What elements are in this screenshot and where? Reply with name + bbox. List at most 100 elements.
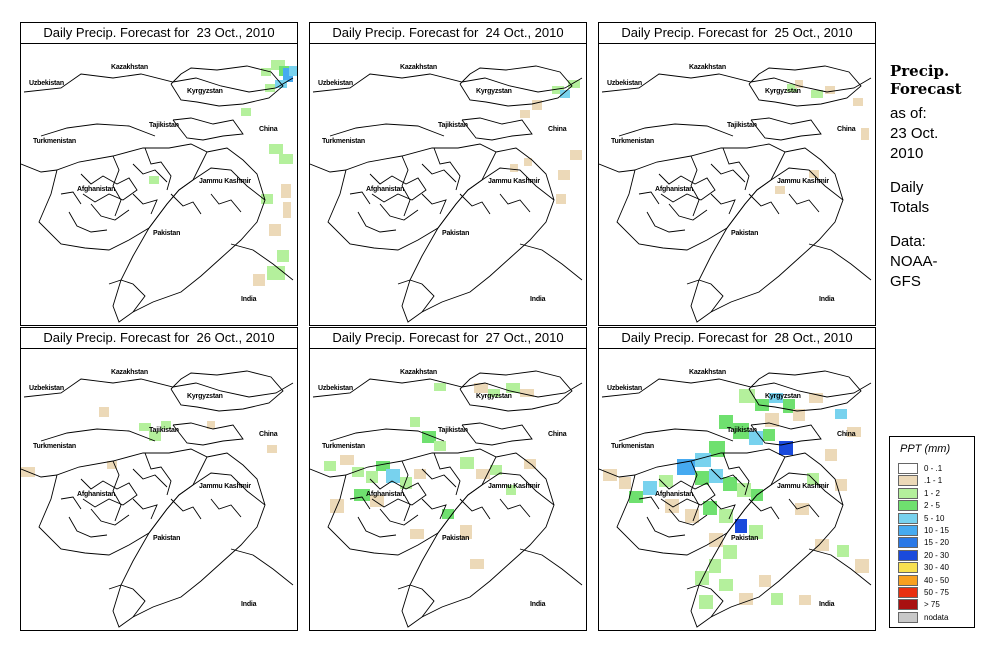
border-line <box>409 584 435 618</box>
map-label-uzbekistan: Uzbekistan <box>29 80 64 87</box>
border-line <box>495 452 555 506</box>
map-label-india: India <box>530 296 546 303</box>
border-line <box>172 422 244 446</box>
legend-label: 0 - .1 <box>924 464 943 473</box>
precip-cell <box>289 66 297 76</box>
map-label-china: China <box>548 126 567 133</box>
data-line1: Data: <box>890 233 926 250</box>
precip-cell <box>506 485 516 495</box>
map-label-tajikistan: Tajikistan <box>727 122 757 129</box>
border-line <box>170 193 202 215</box>
precip-cell <box>265 84 275 92</box>
border-line <box>401 460 411 522</box>
legend-swatch <box>898 574 918 586</box>
map-label-india: India <box>819 296 835 303</box>
precip-cell <box>376 461 390 471</box>
precip-cell <box>825 86 835 94</box>
border-line <box>668 508 708 526</box>
border-line <box>170 498 202 520</box>
border-line <box>112 155 122 217</box>
map-label-kyrgyzstan: Kyrgyzstan <box>765 393 801 400</box>
precip-cell <box>532 100 542 110</box>
border-line <box>327 448 497 556</box>
border-line <box>638 191 660 205</box>
border-line <box>40 428 156 442</box>
border-line <box>20 163 58 173</box>
border-line <box>349 191 371 205</box>
precip-cell <box>400 477 412 489</box>
border-line <box>309 163 347 173</box>
border-line <box>20 468 58 478</box>
border-line <box>38 143 208 251</box>
precip-map <box>598 370 872 628</box>
precip-cell <box>149 431 161 441</box>
border-line <box>638 496 660 510</box>
border-line <box>748 65 862 107</box>
precip-map <box>309 65 583 323</box>
boundaries <box>598 370 872 628</box>
forecast-panel-5: Daily Precip. Forecast for 27 Oct., 2010… <box>309 327 587 631</box>
border-line <box>788 193 820 213</box>
legend-label: 30 - 40 <box>924 563 949 573</box>
border-line <box>668 203 708 221</box>
precip-cell <box>815 539 829 551</box>
precip-cell <box>442 509 454 519</box>
precip-map <box>309 370 583 628</box>
map-label-turkmenistan: Turkmenistan <box>611 443 654 450</box>
legend-swatch <box>898 611 918 623</box>
border-line <box>23 73 294 93</box>
map-label-tajikistan: Tajikistan <box>149 122 179 129</box>
map-label-tajikistan: Tajikistan <box>149 427 179 434</box>
precip-cell <box>556 194 566 204</box>
precip-cell <box>619 477 631 489</box>
forecast-panel-1: Daily Precip. Forecast for 23 Oct., 2010… <box>20 22 298 326</box>
precip-cell <box>723 477 737 491</box>
border-line <box>658 478 716 508</box>
precip-cell <box>771 593 783 605</box>
border-line <box>132 498 158 520</box>
precip-cell <box>749 431 763 445</box>
boundaries <box>20 65 294 323</box>
precip-cell <box>352 467 364 477</box>
border-line <box>23 378 294 398</box>
map-label-afghanistan: Afghanistan <box>77 491 116 498</box>
precip-cell <box>853 98 863 106</box>
precip-cell <box>709 469 723 483</box>
legend-label: 5 - 10 <box>924 513 945 523</box>
border-line <box>112 167 266 323</box>
as-of-label: as of: 23 Oct. 2010 <box>890 104 980 164</box>
map-label-china: China <box>259 126 278 133</box>
precip-cell <box>709 559 721 573</box>
precip-cell <box>695 453 711 467</box>
precip-cell <box>434 383 446 391</box>
border-line <box>495 147 555 201</box>
precip-cell <box>719 579 733 591</box>
border-line <box>784 452 844 506</box>
precip-cells <box>21 407 277 477</box>
precip-cell <box>552 86 564 94</box>
precip-cell <box>763 429 775 441</box>
precip-cell <box>629 491 643 503</box>
map-label-china: China <box>548 431 567 438</box>
panel-title: Daily Precip. Forecast for 23 Oct., 2010 <box>21 23 297 44</box>
border-line <box>690 167 844 323</box>
map-label-tajikistan: Tajikistan <box>438 122 468 129</box>
precip-cell <box>733 423 749 439</box>
border-line <box>808 548 872 586</box>
border-line <box>618 123 734 137</box>
map-area: Kazakhstan Uzbekistan Kyrgyzstan Tajikistan… <box>309 349 586 630</box>
precip-cell <box>139 423 151 431</box>
daily-totals-label: Daily Totals <box>890 178 980 218</box>
precip-cell <box>809 170 819 178</box>
precip-cell <box>269 144 283 154</box>
precip-cell <box>524 158 532 166</box>
precip-cell <box>386 469 400 483</box>
border-line <box>788 498 820 518</box>
precip-cell <box>476 469 490 479</box>
precip-cells <box>149 60 297 286</box>
map-label-kazakhstan: Kazakhstan <box>689 369 726 376</box>
map-label-pakistan: Pakistan <box>731 230 759 237</box>
precip-cell <box>414 469 426 479</box>
map-label-jammu-kashmir: Jammu Kashmir <box>488 178 540 185</box>
border-line <box>409 279 435 313</box>
